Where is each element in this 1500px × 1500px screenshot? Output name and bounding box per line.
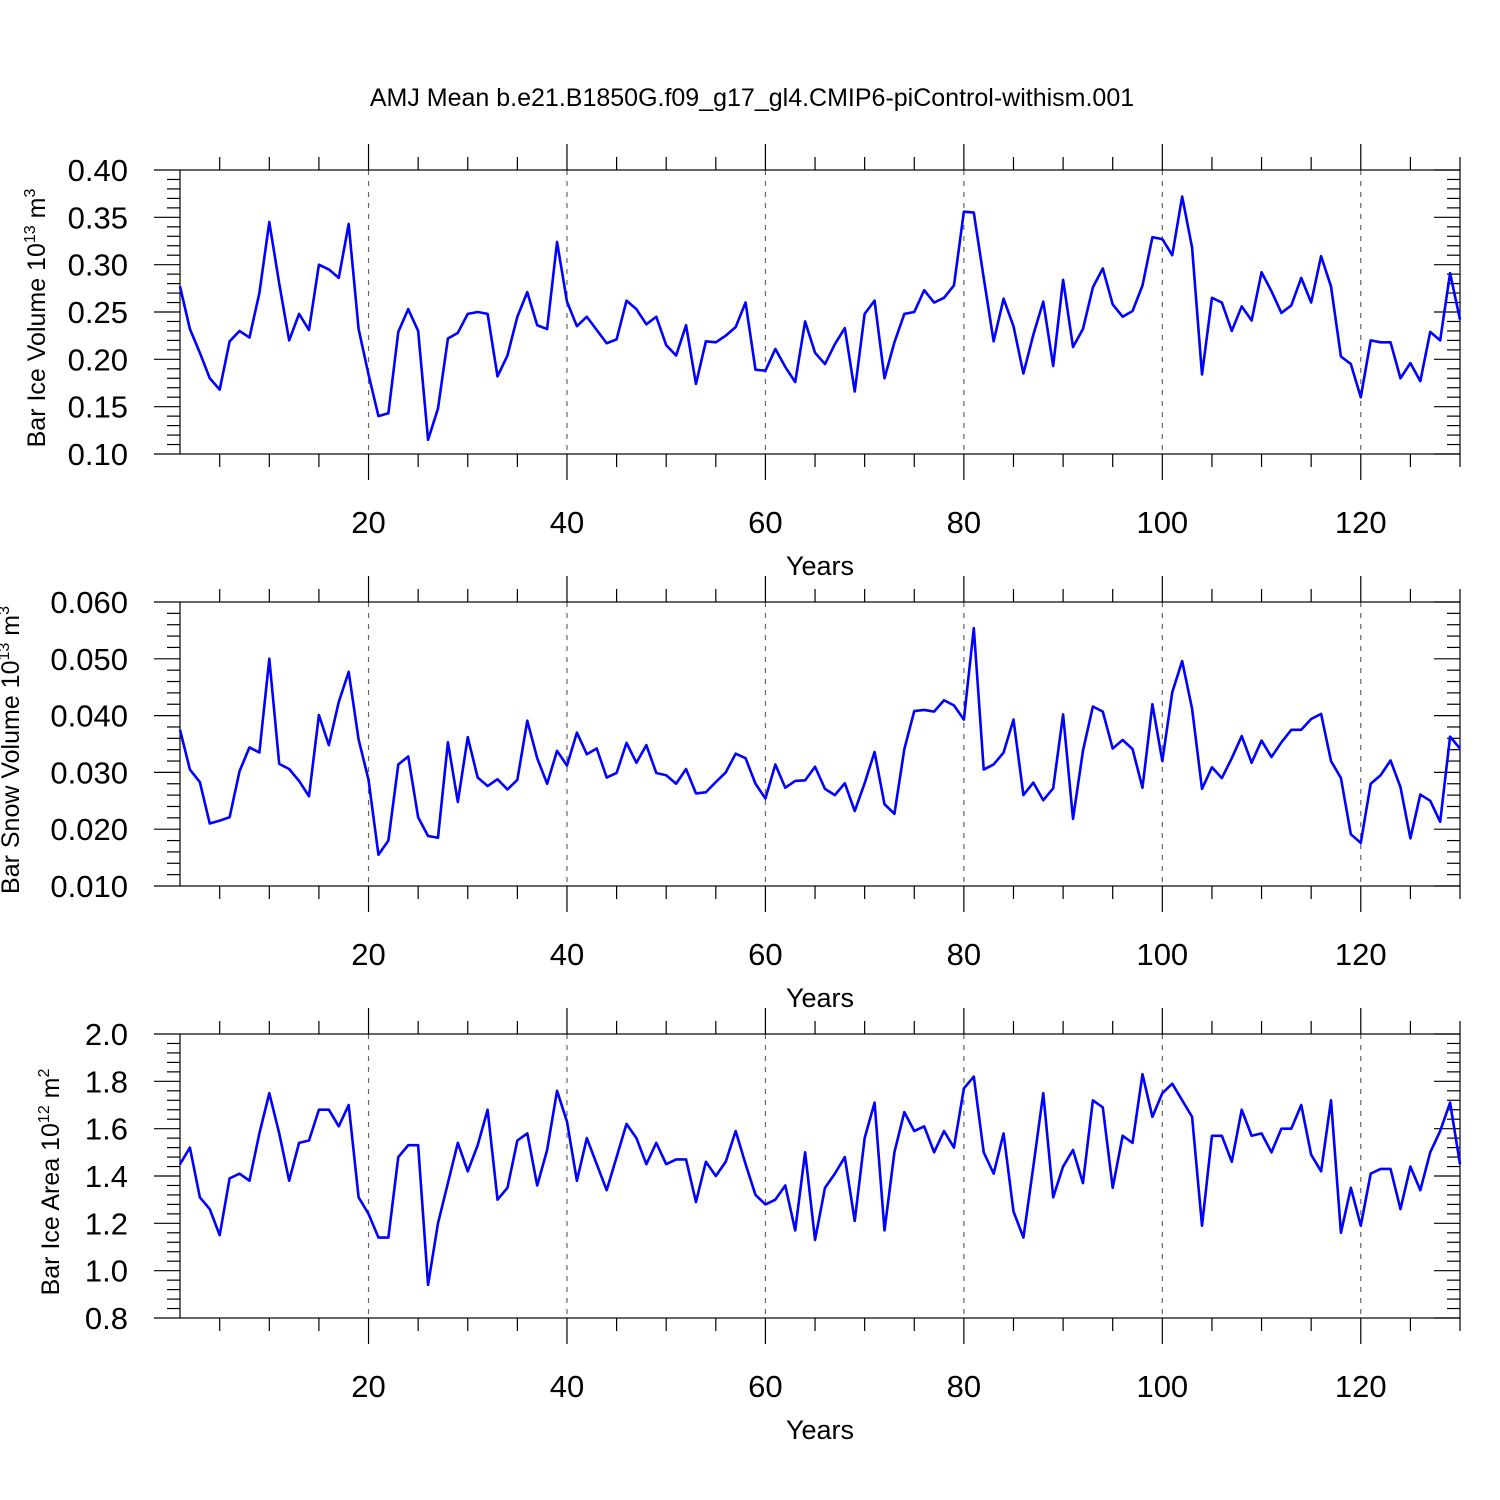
y-axis-label-exponent: 13 xyxy=(22,225,39,243)
x-tick-label: 80 xyxy=(947,505,981,540)
y-axis-label-unit: m xyxy=(37,1078,65,1106)
x-tick-label: 20 xyxy=(351,1369,385,1404)
x-tick-label: 40 xyxy=(550,1369,584,1404)
x-axis-label: Years xyxy=(786,983,854,1013)
x-tick-label: 60 xyxy=(748,937,782,972)
plot-frame xyxy=(179,601,1461,887)
y-tick-label: 0.020 xyxy=(50,812,128,847)
panels: 20 40 60 80 100 120 0.10 0.15 0.20 0.25 0.30 0.35 0.… xyxy=(0,144,1462,1445)
panel-1: 20 40 60 80 100 120 0.10 0.15 0.20 0.25 0.30 0.35 0.… xyxy=(22,144,1462,581)
x-tick-label: 120 xyxy=(1335,505,1387,540)
x-tick-label: 80 xyxy=(947,937,981,972)
y-axis-label-text: Bar Snow Volume 10 xyxy=(0,661,25,894)
y-axis-label-exponent: 12 xyxy=(36,1105,53,1123)
y-axis-label: Bar Snow Volume 1013 m3 xyxy=(0,606,25,894)
y-tick-label: 0.10 xyxy=(68,437,128,472)
y-tick-label: 0.20 xyxy=(68,342,128,377)
y-tick-label: 0.030 xyxy=(50,755,128,790)
series-line xyxy=(178,195,1462,442)
x-axis-label: Years xyxy=(786,551,854,581)
y-tick-label: 0.040 xyxy=(50,699,128,734)
series-line xyxy=(178,1072,1462,1287)
y-tick-label: 1.8 xyxy=(85,1064,128,1099)
y-axis-label: Bar Ice Area 1012 m2 xyxy=(36,1069,65,1296)
x-tick-label: 100 xyxy=(1136,1369,1188,1404)
y-axis-label-unit-exponent: 2 xyxy=(36,1069,53,1078)
x-tick-label: 100 xyxy=(1136,937,1188,972)
panel-2: 20 40 60 80 100 120 0.010 0.020 0.030 0.040 0.050 0… xyxy=(0,576,1461,1013)
y-tick-label: 0.15 xyxy=(68,390,128,425)
x-tick-label: 100 xyxy=(1136,505,1188,540)
plot-frame xyxy=(179,1033,1461,1319)
x-tick-label: 120 xyxy=(1335,937,1387,972)
y-tick-label: 2.0 xyxy=(85,1017,128,1052)
series-line xyxy=(178,626,1461,857)
y-tick-label: 0.25 xyxy=(68,295,128,330)
y-axis-label: Bar Ice Volume 1013 m3 xyxy=(22,189,51,448)
x-tick-label: 40 xyxy=(550,505,584,540)
y-tick-label: 0.8 xyxy=(85,1301,128,1336)
figure-title: AMJ Mean b.e21.B1850G.f09_g17_gl4.CMIP6-… xyxy=(370,84,1134,112)
y-axis-label-unit: m xyxy=(0,615,25,643)
x-tick-label: 20 xyxy=(351,505,385,540)
y-tick-label: 0.30 xyxy=(68,248,128,283)
y-tick-label: 1.2 xyxy=(85,1206,128,1241)
x-axis-label: Years xyxy=(786,1415,854,1445)
x-tick-label: 40 xyxy=(550,937,584,972)
y-tick-label: 1.0 xyxy=(85,1254,128,1289)
y-tick-label: 1.4 xyxy=(85,1159,128,1194)
x-tick-label: 20 xyxy=(351,937,385,972)
panel-3: 20 40 60 80 100 120 0.8 1.0 1.2 1.4 1.6 1.8 2.0 Years… xyxy=(36,1008,1462,1445)
y-axis-label-unit: m xyxy=(23,198,51,226)
x-tick-label: 60 xyxy=(748,505,782,540)
y-tick-label: 1.6 xyxy=(85,1112,128,1147)
y-tick-label: 0.050 xyxy=(50,642,128,677)
y-tick-label: 0.060 xyxy=(50,585,128,620)
plot-frame xyxy=(179,169,1461,455)
y-tick-label: 0.35 xyxy=(68,200,128,235)
y-axis-label-text: Bar Ice Volume 10 xyxy=(23,243,51,447)
y-axis-label-exponent: 13 xyxy=(0,643,13,661)
y-axis-label-unit-exponent: 3 xyxy=(22,189,39,198)
y-axis-label-text: Bar Ice Area 10 xyxy=(37,1123,65,1295)
x-tick-label: 80 xyxy=(947,1369,981,1404)
x-tick-label: 60 xyxy=(748,1369,782,1404)
y-tick-label: 0.40 xyxy=(68,153,128,188)
y-tick-label: 0.010 xyxy=(50,869,128,904)
y-axis-label-unit-exponent: 3 xyxy=(0,606,13,615)
x-tick-label: 120 xyxy=(1335,1369,1387,1404)
